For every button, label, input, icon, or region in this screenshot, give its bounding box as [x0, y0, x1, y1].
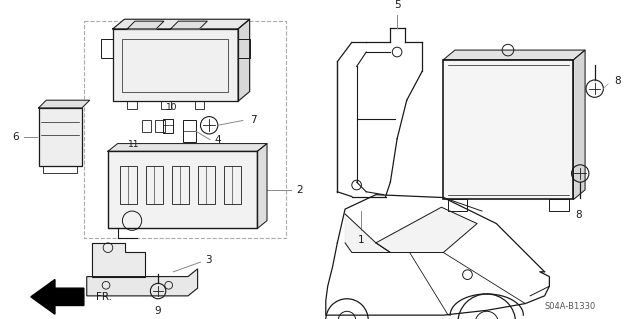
Bar	[145, 166, 163, 204]
Polygon shape	[376, 207, 477, 253]
Bar	[163, 120, 173, 133]
Polygon shape	[113, 19, 250, 29]
Bar	[183, 121, 196, 142]
Bar	[549, 199, 569, 211]
Polygon shape	[87, 269, 198, 296]
Bar	[161, 101, 171, 109]
Text: 6: 6	[13, 132, 19, 142]
Bar	[195, 101, 204, 109]
Text: 10: 10	[166, 103, 177, 112]
Text: 1: 1	[358, 235, 365, 245]
Text: 11: 11	[128, 140, 140, 149]
Bar	[122, 39, 228, 92]
Text: 4: 4	[214, 135, 221, 145]
Text: S04A-B1330: S04A-B1330	[545, 302, 596, 311]
Bar	[101, 39, 113, 58]
Polygon shape	[113, 29, 238, 101]
Polygon shape	[38, 100, 90, 108]
Bar	[84, 21, 286, 238]
Polygon shape	[31, 279, 84, 314]
Bar	[444, 60, 573, 199]
Polygon shape	[257, 144, 267, 228]
Text: 9: 9	[155, 306, 161, 315]
Polygon shape	[127, 21, 164, 29]
Text: 8: 8	[614, 76, 621, 86]
Polygon shape	[108, 151, 257, 228]
Bar	[120, 166, 137, 204]
Bar	[198, 166, 215, 204]
Text: 7: 7	[251, 115, 257, 125]
Text: FR.: FR.	[97, 292, 113, 302]
Polygon shape	[444, 50, 585, 60]
Bar	[238, 39, 250, 58]
Bar	[113, 29, 238, 101]
Text: 8: 8	[575, 210, 582, 220]
Bar	[223, 166, 241, 204]
Polygon shape	[92, 243, 145, 277]
Bar	[172, 166, 189, 204]
Polygon shape	[238, 19, 250, 101]
Polygon shape	[573, 50, 585, 199]
Polygon shape	[345, 214, 390, 253]
Bar	[141, 121, 151, 132]
Bar	[44, 166, 77, 174]
Bar	[38, 108, 82, 166]
Bar	[127, 101, 137, 109]
Bar	[108, 151, 257, 228]
Bar	[448, 199, 467, 211]
Polygon shape	[171, 21, 207, 29]
Polygon shape	[444, 60, 573, 199]
Text: 3: 3	[205, 255, 212, 265]
Text: 5: 5	[394, 0, 401, 10]
Polygon shape	[108, 144, 267, 151]
Text: 2: 2	[296, 185, 303, 195]
Polygon shape	[38, 108, 82, 166]
Bar	[155, 121, 165, 132]
